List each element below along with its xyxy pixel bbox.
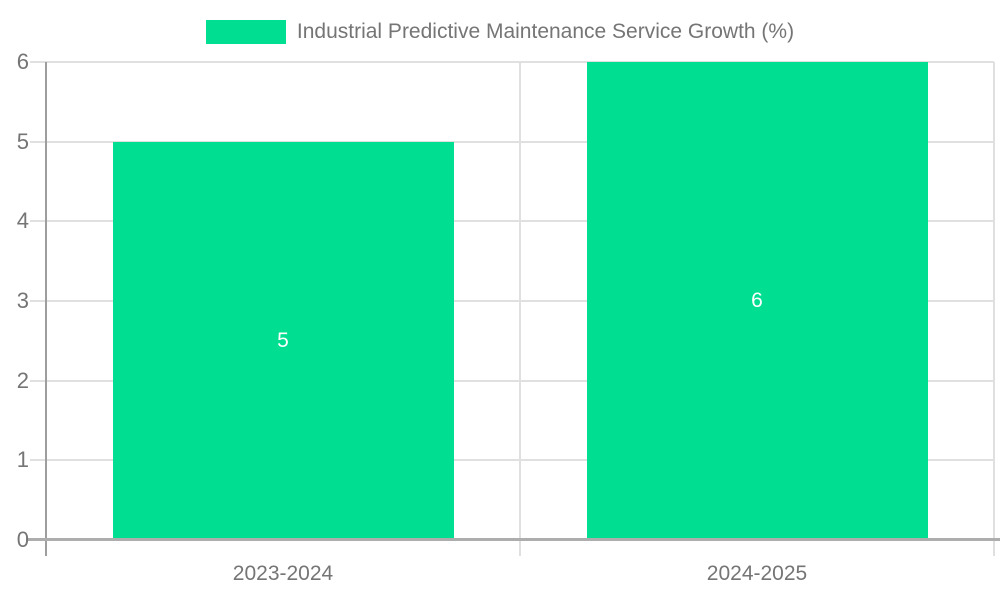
x-axis-line [26,538,1000,541]
gridline-y-3 [30,300,994,302]
y-tick-label-1: 1 [16,447,29,473]
gridline-x-2 [993,62,995,556]
chart-title: Industrial Predictive Maintenance Servic… [296,20,795,43]
y-tick-label-2: 2 [16,367,29,393]
y-tick-label-5: 5 [16,128,29,154]
y-axis-line [45,62,47,556]
gridline-y-2 [30,379,994,382]
gridline-y-5 [30,140,994,143]
y-tick-label-3: 3 [16,288,29,313]
gridline-y-6 [30,61,994,63]
x-tick-label-2023-2024: 2023-2024 [232,562,334,585]
x-tick-label-2024-2025: 2024-2025 [706,562,808,585]
y-tick-label-4: 4 [16,208,29,234]
gridline-y-1 [30,459,994,462]
legend-swatch [205,20,286,44]
gridline-y-4 [30,220,994,223]
y-tick-label-0: 0 [16,527,29,552]
y-tick-label-6: 6 [16,49,29,74]
bar-2024-2025: 6 [586,62,928,540]
chart-legend: Industrial Predictive Maintenance Servic… [0,17,1000,47]
bar-value-label: 5 [277,328,289,352]
bar-2023-2024: 5 [112,141,454,540]
bar-value-label: 6 [751,289,763,312]
gridline-x-1 [519,62,521,556]
